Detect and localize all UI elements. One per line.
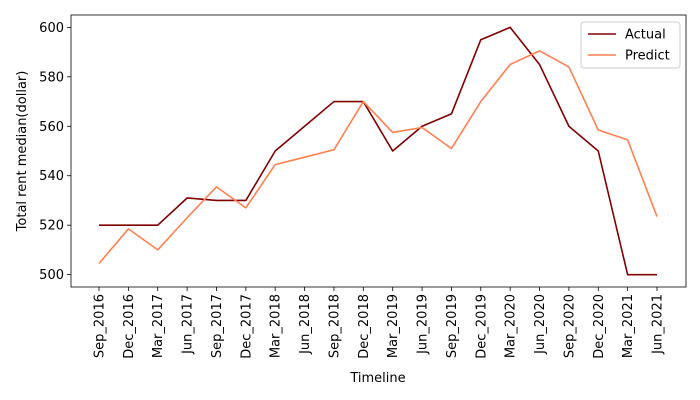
x-tick-label: Mar_2017 [151, 294, 166, 358]
x-tick-label: Jun_2019 [416, 294, 431, 355]
y-tick-label: 600 [39, 21, 64, 36]
x-axis-ticks: Sep_2016 Dec_2016 Mar_2017 Jun_2017 Sep_2017… [93, 287, 666, 359]
x-tick-label: Sep_2020 [562, 294, 577, 358]
plot-area [98, 26, 658, 276]
y-tick-label: 500 [39, 268, 64, 283]
y-axis-ticks: 500 520 540 560 580 600 [39, 21, 71, 283]
x-tick-label: Sep_2019 [445, 294, 460, 358]
x-tick-label: Dec_2020 [592, 294, 607, 359]
x-tick-label: Sep_2016 [93, 294, 108, 358]
series-line-predict [98, 50, 658, 265]
y-tick-label: 580 [39, 70, 64, 85]
x-tick-label: Dec_2016 [122, 294, 137, 359]
y-tick-label: 520 [39, 219, 64, 234]
x-tick-label: Jun_2020 [533, 294, 548, 355]
x-tick-label: Mar_2021 [621, 294, 636, 358]
x-tick-label: Sep_2017 [210, 294, 225, 358]
legend-label-actual: Actual [625, 28, 666, 43]
x-tick-label: Mar_2020 [504, 294, 519, 358]
x-tick-label: Sep_2018 [327, 294, 342, 358]
series-line-actual [99, 26, 657, 276]
x-tick-label: Dec_2019 [474, 294, 489, 359]
plot-frame [70, 14, 687, 288]
x-tick-label: Jun_2017 [181, 294, 196, 355]
x-tick-label: Dec_2018 [357, 294, 372, 359]
x-tick-label: Jun_2018 [298, 294, 313, 355]
legend-label-predict: Predict [625, 49, 670, 64]
x-tick-label: Mar_2019 [386, 294, 401, 358]
x-axis-title: Timeline [349, 371, 405, 386]
y-axis-title: Total rent median(dollar) [15, 71, 30, 233]
x-tick-label: Mar_2018 [269, 294, 284, 358]
y-tick-label: 560 [39, 120, 64, 135]
y-tick-label: 540 [39, 169, 64, 184]
x-tick-label: Dec_2017 [239, 294, 254, 359]
legend: Actual Predict [580, 21, 681, 69]
x-tick-label: Jun_2021 [651, 294, 666, 355]
